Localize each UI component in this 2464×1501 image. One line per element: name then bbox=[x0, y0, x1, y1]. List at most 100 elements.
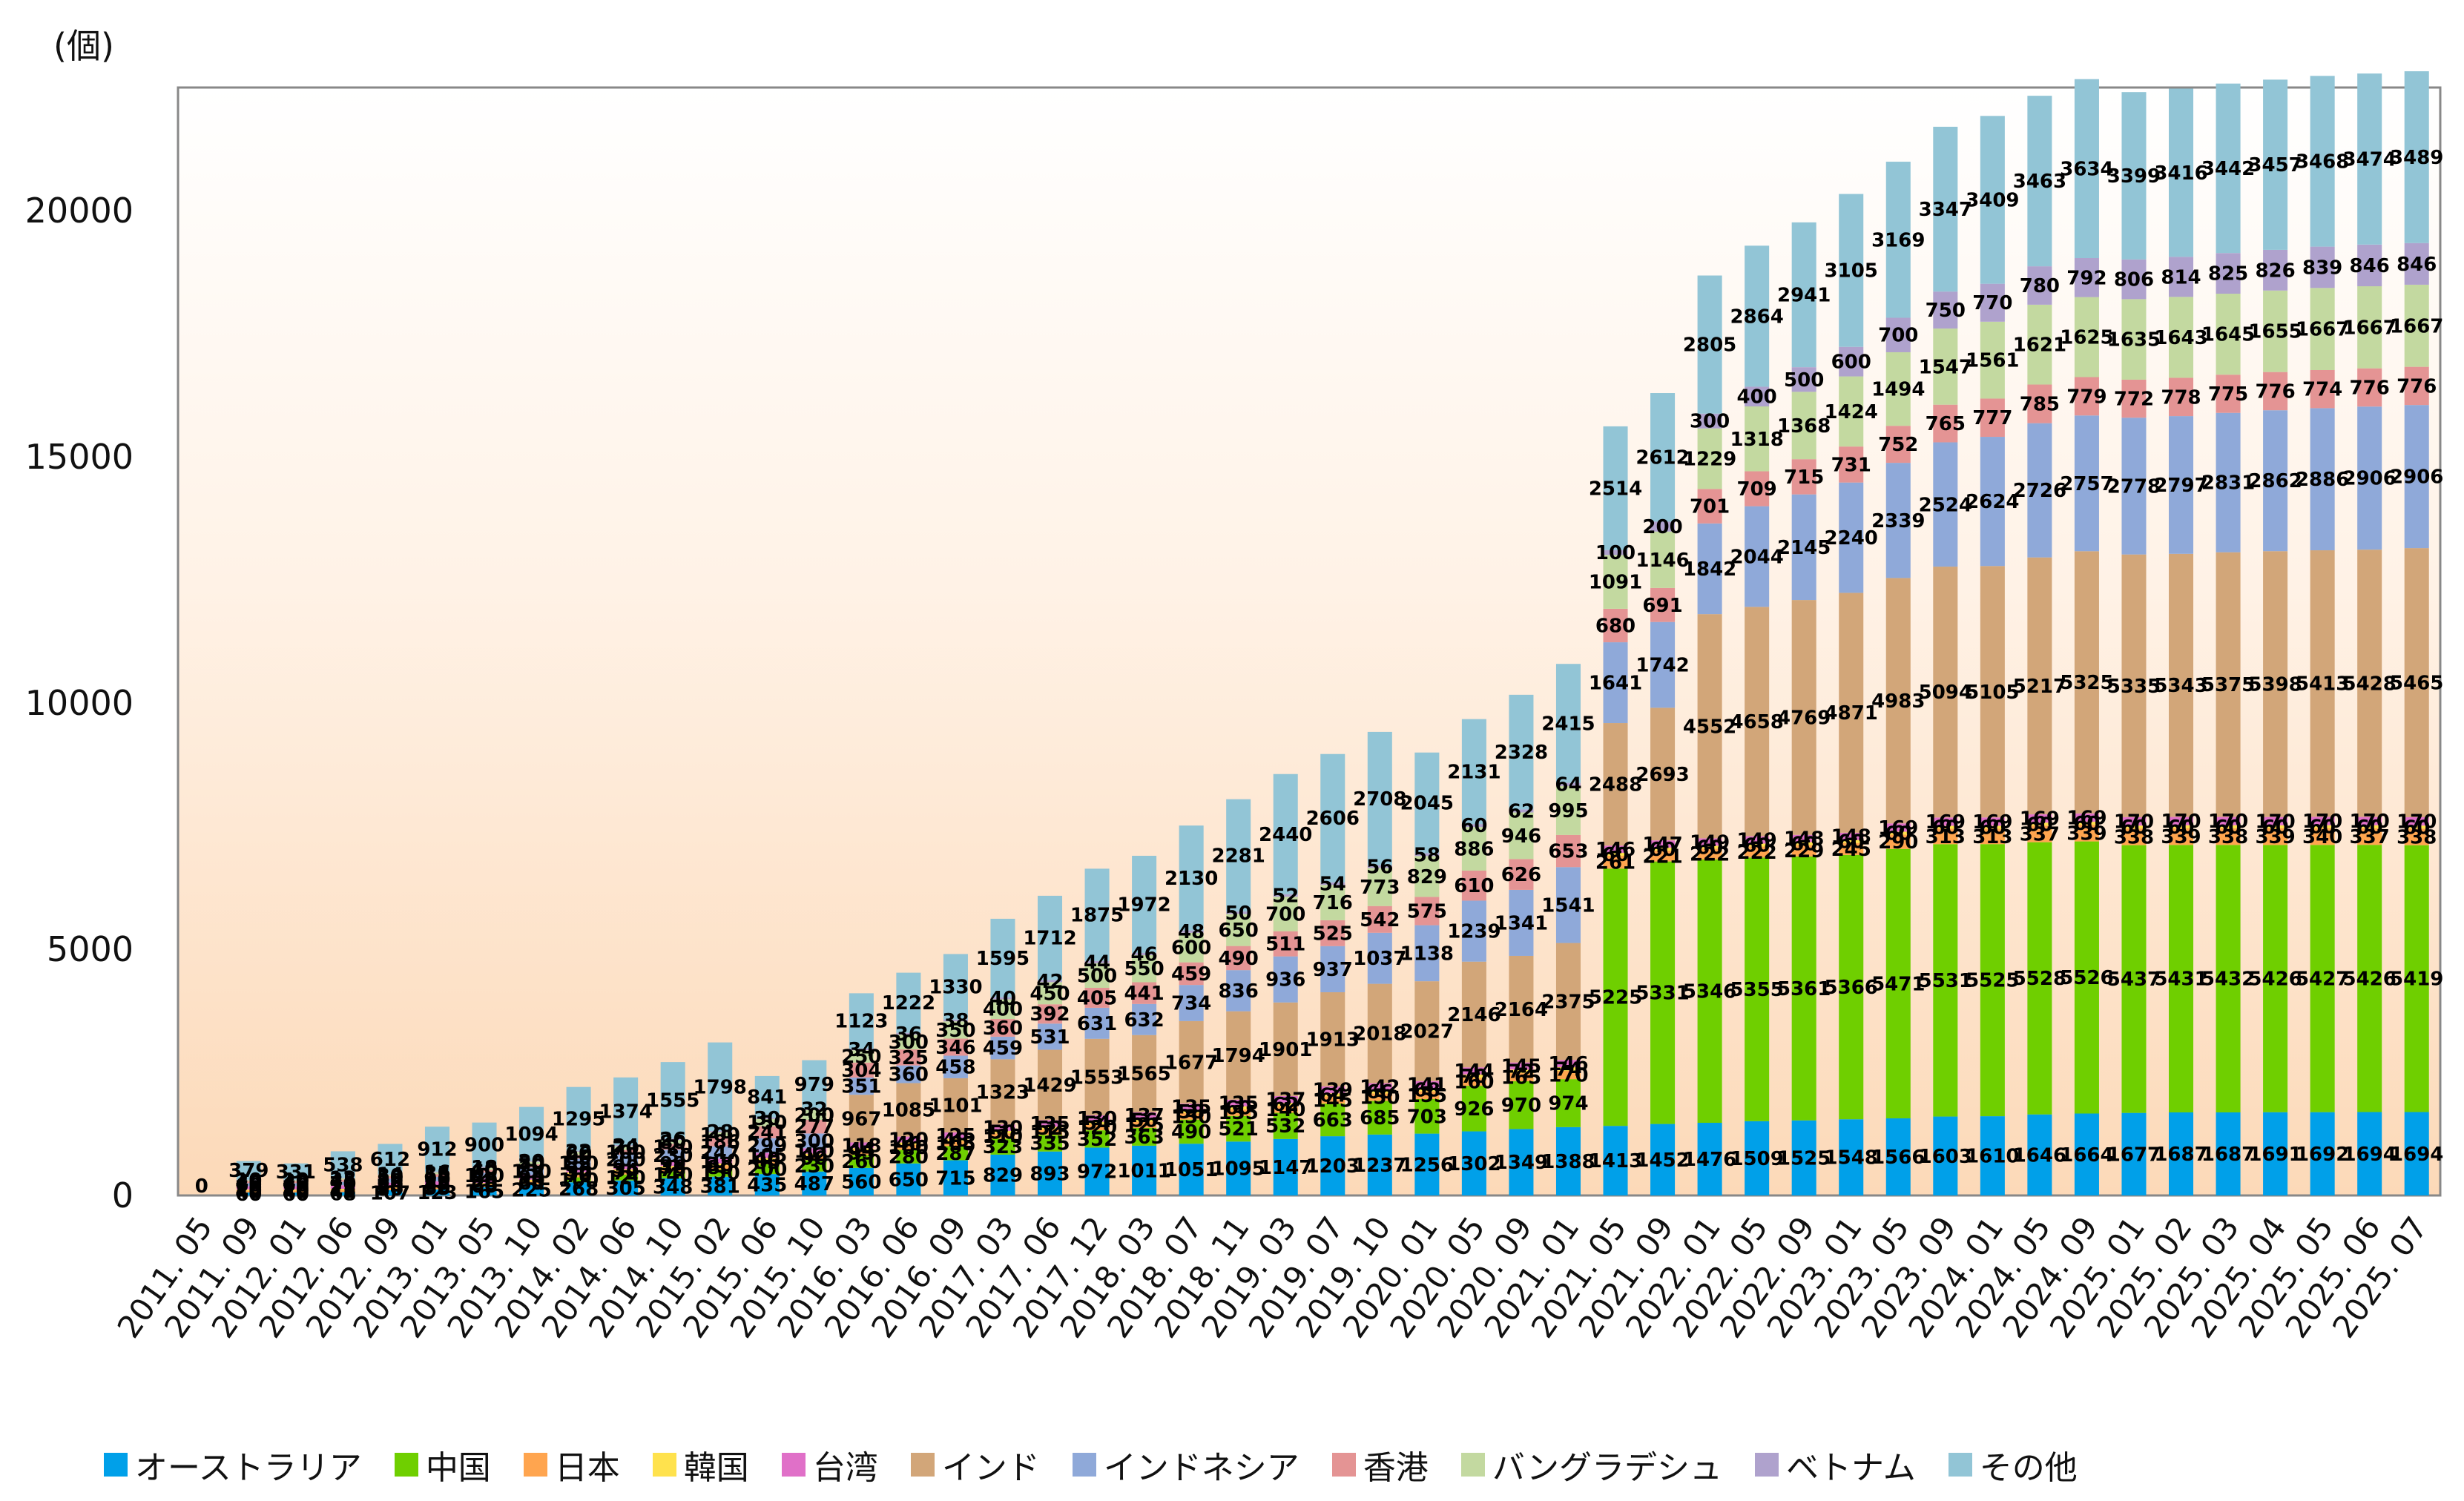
data-label: 60 bbox=[1932, 817, 1959, 839]
bar-segment bbox=[1650, 531, 1676, 588]
data-label: 340 bbox=[2302, 826, 2342, 848]
bar-segment bbox=[1697, 413, 1722, 429]
bar-segment bbox=[2027, 557, 2052, 815]
data-label: 1655 bbox=[2248, 321, 2302, 343]
data-label: 560 bbox=[841, 1171, 881, 1193]
data-label: 44 bbox=[848, 1139, 874, 1161]
bar-segment bbox=[1839, 839, 1864, 843]
bar-segment bbox=[1791, 392, 1816, 460]
data-label: 46 bbox=[1131, 943, 1158, 966]
data-label: 60 bbox=[1460, 815, 1487, 837]
bar-segment bbox=[1603, 1126, 1628, 1195]
legend-item: インドネシア bbox=[1072, 1441, 1299, 1488]
data-label: 150 bbox=[700, 1163, 740, 1185]
data-label: 1509 bbox=[1730, 1148, 1783, 1170]
bar-segment bbox=[1839, 446, 1864, 483]
data-label: 776 bbox=[2350, 377, 2390, 399]
data-label: 500 bbox=[1077, 965, 1117, 987]
bar-segment bbox=[1132, 952, 1157, 955]
data-label: 626 bbox=[1501, 864, 1541, 886]
bar-segment bbox=[1555, 943, 1581, 1060]
bar-segment bbox=[1980, 1116, 2005, 1195]
data-label: 1349 bbox=[1495, 1152, 1548, 1174]
legend-swatch bbox=[652, 1453, 676, 1477]
bar-segment bbox=[2357, 244, 2382, 286]
data-label: 123 bbox=[417, 1182, 457, 1204]
bar-segment bbox=[1980, 844, 2005, 1117]
bar-segment bbox=[378, 1176, 403, 1179]
data-label: 1566 bbox=[1871, 1147, 1925, 1169]
bar-segment bbox=[2404, 284, 2429, 367]
bar-segment bbox=[1367, 1083, 1392, 1091]
bar-segment bbox=[613, 1146, 639, 1150]
bar-segment bbox=[708, 1042, 733, 1132]
data-label: 48 bbox=[942, 1129, 969, 1152]
bar-segment bbox=[613, 1145, 639, 1147]
bar-segment bbox=[1273, 1106, 1298, 1113]
bar-segment bbox=[2310, 76, 2335, 247]
data-label: 521 bbox=[1219, 1118, 1259, 1141]
bar-segment bbox=[2027, 822, 2052, 826]
data-label: 487 bbox=[794, 1173, 834, 1195]
bar-segment bbox=[896, 972, 921, 1033]
data-label: 323 bbox=[983, 1136, 1023, 1158]
data-label: 2281 bbox=[1212, 845, 1265, 867]
bar-segment bbox=[896, 1144, 921, 1150]
bar-segment bbox=[566, 1155, 591, 1159]
data-label: 3634 bbox=[2060, 158, 2113, 180]
bar-segment bbox=[1933, 291, 1958, 329]
data-label: 62 bbox=[1508, 800, 1535, 822]
data-label: 1429 bbox=[1023, 1075, 1076, 1097]
data-label: 100 bbox=[559, 1170, 599, 1192]
data-label: 970 bbox=[1501, 1095, 1541, 1117]
data-label: 1875 bbox=[1070, 905, 1124, 927]
data-label: 490 bbox=[1219, 948, 1259, 970]
data-label: 680 bbox=[1595, 615, 1635, 637]
data-label: 709 bbox=[1737, 478, 1777, 501]
bar-segment bbox=[1603, 550, 1628, 555]
bar-segment bbox=[1461, 1078, 1486, 1086]
legend-swatch bbox=[523, 1453, 547, 1477]
bar-segment bbox=[424, 1187, 449, 1190]
data-label: 2027 bbox=[1400, 1020, 1454, 1043]
data-label: 147 bbox=[1642, 834, 1682, 856]
data-label: 125 bbox=[935, 1125, 975, 1147]
data-label: 90 bbox=[424, 1169, 450, 1191]
data-label: 1237 bbox=[1353, 1155, 1406, 1177]
bar-segment bbox=[2074, 415, 2099, 552]
bar-segment bbox=[2263, 1112, 2288, 1195]
bar-segment bbox=[1980, 825, 2005, 829]
bar-segment bbox=[660, 1144, 685, 1150]
data-label: 1147 bbox=[1259, 1157, 1312, 1179]
bar-segment bbox=[1509, 889, 1534, 956]
data-label: 1687 bbox=[2201, 1144, 2255, 1166]
bar-segment bbox=[1885, 317, 1911, 352]
bar-segment bbox=[566, 1177, 591, 1183]
data-label: 338 bbox=[2114, 826, 2154, 848]
data-label: 169 bbox=[1878, 817, 1918, 839]
data-label: 2018 bbox=[1353, 1023, 1406, 1046]
bar-segment bbox=[802, 1109, 827, 1121]
legend-swatch bbox=[1948, 1453, 1972, 1477]
bar-segment bbox=[2404, 1112, 2429, 1195]
data-label: 115 bbox=[1030, 1122, 1070, 1144]
bar-segment bbox=[1791, 856, 1816, 1121]
bar-segment bbox=[1603, 845, 1628, 853]
bar-segment bbox=[1320, 753, 1345, 883]
bar-segment bbox=[1650, 393, 1676, 522]
data-label: 825 bbox=[2208, 263, 2248, 286]
data-label: 1051 bbox=[1165, 1159, 1218, 1181]
data-label: 14 bbox=[377, 1164, 403, 1187]
data-label: 16 bbox=[424, 1161, 450, 1184]
bar-segment bbox=[519, 1175, 544, 1180]
bar-segment bbox=[2357, 1112, 2382, 1195]
data-label: 60 bbox=[471, 1175, 498, 1198]
bar-segment bbox=[2074, 297, 2099, 377]
bar-segment bbox=[330, 1181, 355, 1186]
data-label: 2805 bbox=[1683, 334, 1736, 357]
data-label: 352 bbox=[1077, 1129, 1117, 1151]
data-label: 56 bbox=[1366, 857, 1393, 879]
bar-segment bbox=[1697, 845, 1722, 849]
bar-segment bbox=[424, 1172, 449, 1175]
bar-segment bbox=[2263, 79, 2288, 250]
